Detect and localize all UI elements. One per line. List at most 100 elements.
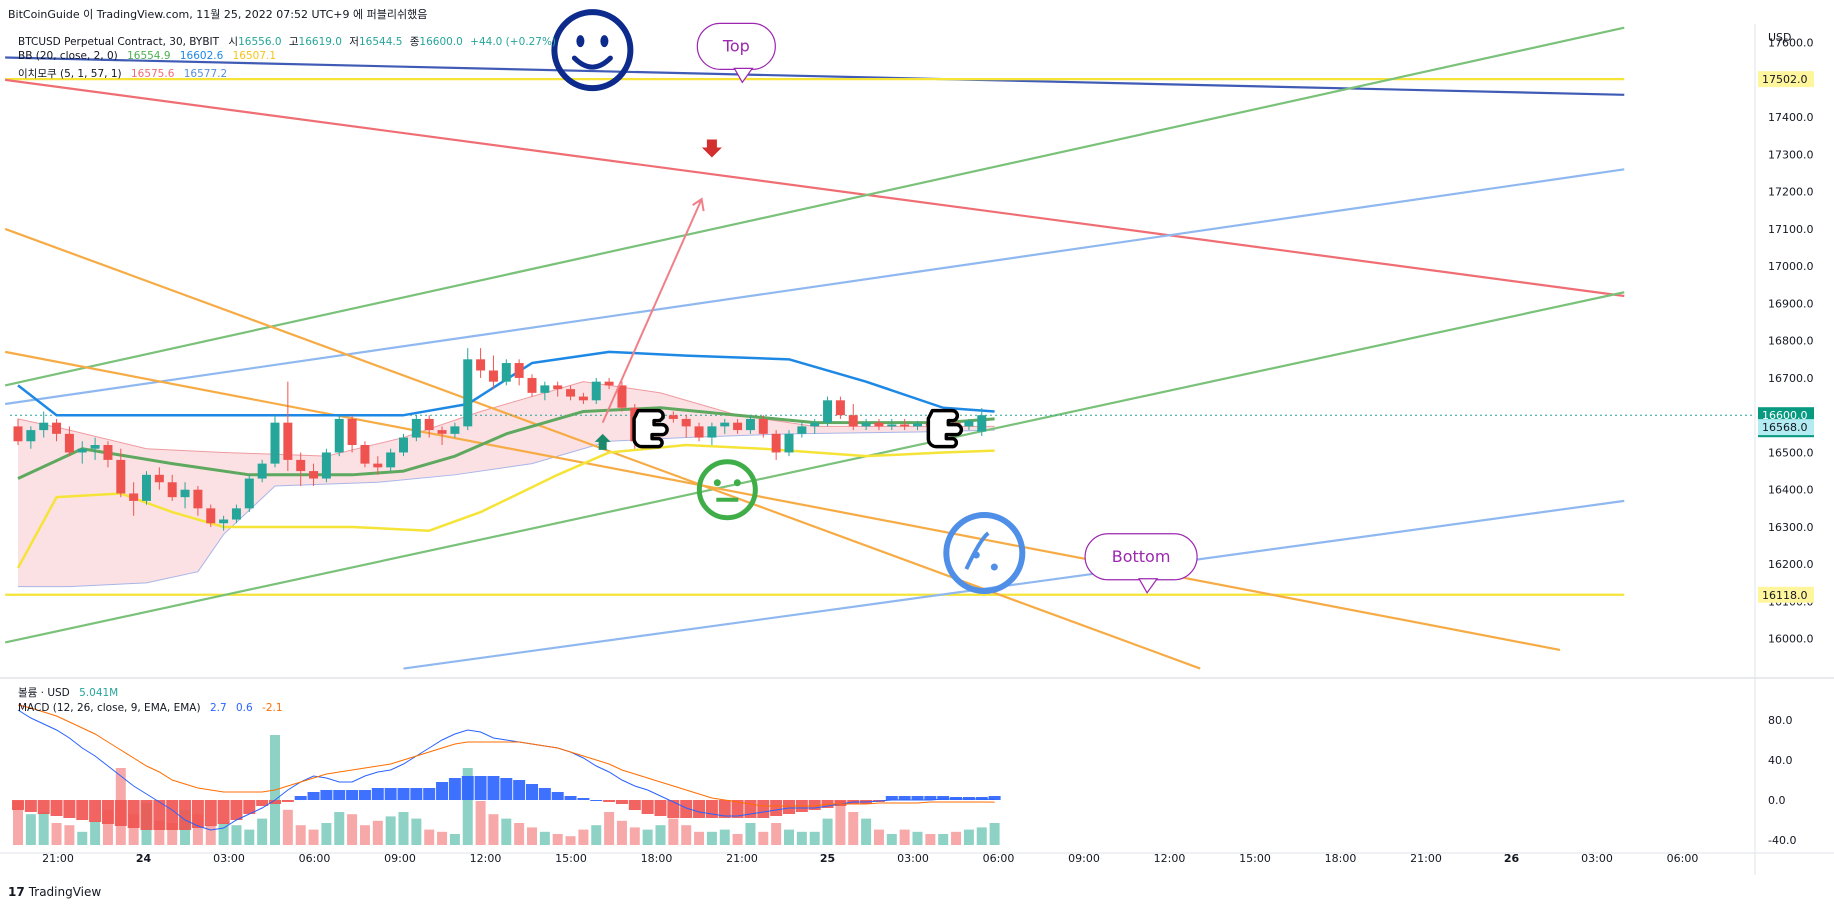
- volume-bar: [552, 834, 563, 845]
- trend-line: [4, 291, 1625, 644]
- candle-body: [373, 463, 383, 468]
- happy-face-eye: [600, 35, 609, 48]
- close-value: 16600.0: [419, 36, 463, 48]
- candle-body: [540, 385, 550, 393]
- volume-bar: [51, 823, 62, 845]
- macd-histogram-bar: [898, 796, 911, 800]
- candle-body: [39, 422, 49, 431]
- volume-bar: [231, 825, 242, 845]
- tradingview-logo-icon: 17: [8, 885, 25, 899]
- speech-bubble-tail: [733, 67, 754, 84]
- tradingview-brand: TradingView: [28, 885, 102, 899]
- trend-line: [5, 78, 1625, 298]
- macd-histogram-bar: [744, 800, 757, 818]
- candle-body: [707, 426, 717, 438]
- candle-body: [360, 445, 370, 464]
- macd-histogram-bar: [924, 796, 937, 800]
- price-label-box: [1758, 71, 1814, 88]
- macd-histogram-bar: [281, 800, 294, 802]
- tradingview-footer[interactable]: 17 TradingView: [8, 885, 101, 899]
- macd-signal-line: [17, 704, 995, 807]
- neutral-face-icon: [696, 459, 758, 521]
- volume-bar: [719, 829, 730, 845]
- candle-body: [411, 418, 421, 438]
- publisher-bar: BitCoinGuide 이 TradingView.com, 11월 25, …: [0, 0, 1834, 24]
- volume-bar: [873, 829, 884, 845]
- macd-histogram-bar: [436, 782, 449, 800]
- macd-histogram-bar: [654, 800, 667, 816]
- volume-bar: [128, 814, 139, 845]
- volume-bar: [565, 836, 576, 845]
- volume-bar: [13, 801, 23, 845]
- price-tick-label: 16900.0: [1768, 297, 1814, 310]
- volume-bar: [976, 827, 987, 845]
- volume-bar: [282, 809, 293, 845]
- volume-bar: [90, 820, 101, 845]
- macd-histogram-bar: [179, 800, 192, 830]
- macd-histogram-bar: [513, 780, 526, 800]
- volume-bar: [848, 812, 859, 845]
- candle-body: [64, 433, 74, 453]
- macd-histogram-bar: [423, 788, 436, 800]
- volume-bar: [616, 820, 627, 845]
- volume-bar: [861, 818, 872, 845]
- candle-body: [758, 418, 768, 434]
- high-label: 고: [288, 36, 299, 48]
- macd-histogram-bar: [538, 788, 551, 800]
- time-tick-label: 12:00: [470, 852, 502, 865]
- time-tick-label: 06:00: [983, 852, 1015, 865]
- macd-histogram-bar: [628, 800, 641, 810]
- volume-bar: [449, 834, 460, 845]
- neutral-face-eye: [713, 479, 721, 487]
- candle-body: [103, 445, 113, 460]
- macd-histogram-bar: [294, 796, 307, 800]
- volume-bar: [77, 831, 88, 845]
- macd-histogram-bar: [333, 790, 346, 800]
- candle-body: [733, 422, 743, 431]
- change-value: +44.0 (+0.27%): [470, 36, 557, 48]
- macd-histogram-bar: [384, 788, 397, 800]
- candle-body: [321, 452, 331, 479]
- macd-histogram-bar: [320, 790, 333, 800]
- macd-histogram-bar: [140, 800, 153, 830]
- candle-body: [476, 359, 486, 371]
- time-tick-label: 09:00: [384, 852, 416, 865]
- volume-bar: [822, 818, 833, 845]
- macd-tick-label: -40.0: [1768, 834, 1796, 847]
- candle-body: [501, 363, 511, 382]
- macd-histogram-bar: [307, 792, 320, 800]
- candle-body: [553, 385, 563, 390]
- macd-signal-value: -2.1: [262, 702, 283, 714]
- time-tick-label: 24: [136, 852, 152, 865]
- macd-histogram-bar: [757, 800, 770, 818]
- candle-body: [617, 385, 627, 408]
- candle-body: [142, 474, 151, 501]
- candle-body: [52, 422, 62, 434]
- price-tick-label: 17600.0: [1768, 37, 1814, 50]
- macd-histogram-bar: [783, 800, 795, 814]
- candle-body: [347, 418, 357, 446]
- candle-body: [835, 400, 845, 416]
- macd-histogram-bar: [397, 788, 410, 800]
- macd-histogram-bar: [358, 790, 371, 800]
- candle-body: [154, 474, 164, 483]
- macd-histogram-bar: [834, 800, 847, 806]
- volume-bar: [642, 829, 653, 845]
- candle-body: [180, 489, 190, 498]
- volume-bar: [527, 827, 537, 845]
- macd-histogram-bar: [12, 800, 24, 810]
- symbol-name: BTCUSD Perpetual Contract, 30, BYBIT: [18, 36, 220, 48]
- candle-body: [437, 430, 447, 434]
- macd-line: [17, 709, 995, 831]
- macd-label: MACD (12, 26, close, 9, EMA, EMA): [18, 702, 201, 714]
- pointing-hand-icon: [926, 408, 964, 449]
- candle-body: [334, 418, 344, 453]
- bottom-speech-bubble: Bottom: [1084, 533, 1198, 594]
- candle-body: [720, 422, 730, 427]
- candle-body: [771, 433, 781, 453]
- macd-tick-label: 80.0: [1768, 714, 1793, 727]
- candle-body: [283, 422, 293, 460]
- sad-face-icon: [943, 512, 1026, 595]
- volume-bar: [539, 831, 550, 845]
